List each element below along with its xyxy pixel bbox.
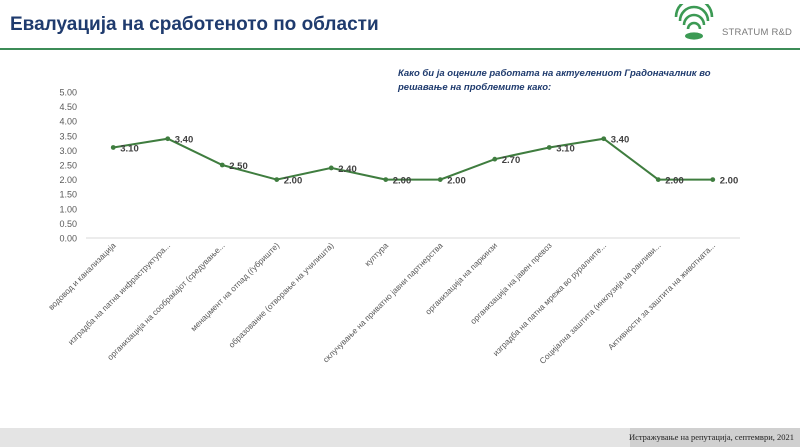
data-label: 2.50 <box>229 161 248 172</box>
y-tick-label: 3.50 <box>59 131 77 141</box>
data-label: 3.10 <box>556 143 575 154</box>
footer-source: Истражување на репутација, септември, 20… <box>628 432 794 442</box>
y-tick-label: 4.00 <box>59 117 77 127</box>
y-tick-label: 2.00 <box>59 175 77 185</box>
y-tick-label: 5.00 <box>59 88 77 98</box>
x-category-label: организација на сообраќајот (средување..… <box>106 241 227 362</box>
series-line <box>113 137 713 181</box>
x-category-label: Активности за заштита на животната... <box>606 241 717 352</box>
footer-strip <box>0 428 630 447</box>
x-category-label: Социјална заштита (инклузија на ранливи.… <box>538 241 663 366</box>
logo-text: STRATUM R&D <box>722 27 793 38</box>
data-point <box>601 136 607 142</box>
data-point <box>165 136 171 142</box>
slide-title: Евалуација на сработеното по области <box>10 14 379 35</box>
stratum-logo-icon <box>674 4 714 40</box>
x-category-label: култура <box>363 241 390 268</box>
x-category-label: изградба на патна инфраструктура... <box>66 241 172 347</box>
data-point <box>546 145 552 150</box>
data-point <box>437 177 443 183</box>
y-tick-label: 0.50 <box>59 219 77 229</box>
data-label: 2.00 <box>447 176 466 187</box>
data-label: 2.00 <box>720 176 739 187</box>
y-tick-label: 0.00 <box>59 234 77 244</box>
data-point <box>328 165 334 171</box>
title-divider <box>0 48 800 50</box>
data-label: 3.40 <box>175 135 194 146</box>
data-point <box>492 156 498 162</box>
data-label: 3.10 <box>120 143 139 154</box>
y-tick-label: 4.50 <box>59 102 77 112</box>
data-label: 2.00 <box>665 176 684 187</box>
y-tick-label: 3.00 <box>59 146 77 156</box>
data-point <box>383 177 389 183</box>
x-category-label: изградба на патна мрежа во руралните... <box>491 241 608 358</box>
data-label: 2.70 <box>502 155 521 166</box>
data-point <box>710 177 716 183</box>
y-tick-label: 1.00 <box>59 204 77 214</box>
survey-question: Како би ја оцениле работата на актуелени… <box>398 68 711 93</box>
y-tick-label: 2.50 <box>59 161 77 171</box>
data-point <box>219 162 225 168</box>
y-tick-label: 1.50 <box>59 190 77 200</box>
data-label: 2.00 <box>284 176 303 187</box>
data-point <box>110 145 116 150</box>
x-category-label: менаџмент на отпад (ѓубриште) <box>189 241 281 333</box>
data-point <box>274 177 280 183</box>
line-chart: 5.00 4.50 4.00 3.50 3.00 2.50 2.00 1.50 1.00 0.50… <box>47 88 740 366</box>
x-category-label: образование (отворање на училишта) <box>227 241 336 350</box>
data-label: 2.00 <box>393 176 412 187</box>
data-point <box>655 177 661 183</box>
data-label: 3.40 <box>611 135 630 146</box>
x-category-label: склучување на приватно јавни партнерства <box>321 241 445 365</box>
data-label: 2.40 <box>338 164 357 175</box>
